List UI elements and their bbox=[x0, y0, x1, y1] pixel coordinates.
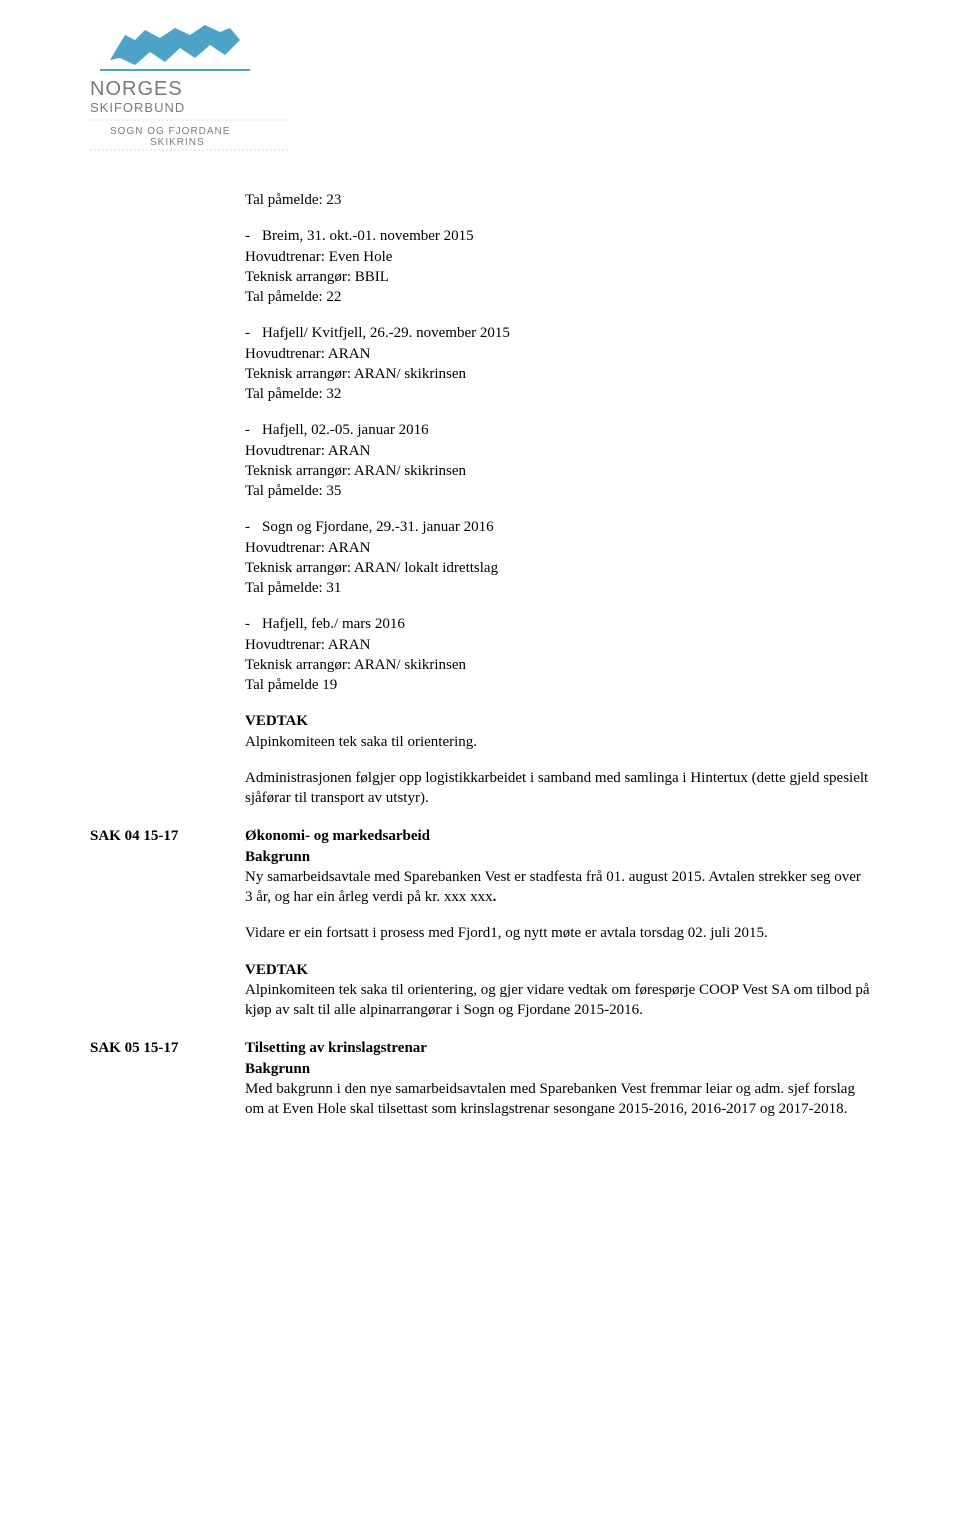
s4-bullet: Hafjell, 02.-05. januar 2016 bbox=[262, 420, 429, 440]
sak-04-p1b: . bbox=[493, 889, 497, 905]
s3-l4: Tal påmelde: 32 bbox=[245, 384, 870, 404]
sak-04-title: Økonomi- og markedsarbeid bbox=[245, 826, 870, 846]
sak-05-title: Tilsetting av krinslagstrenar bbox=[245, 1038, 870, 1058]
sak-04-bakgrunn-label: Bakgrunn bbox=[245, 847, 870, 867]
vedtak-label-1: VEDTAK bbox=[245, 711, 870, 731]
content-block-1: Tal påmelde: 23 -Breim, 31. okt.-01. nov… bbox=[90, 190, 870, 808]
s2-l2: Hovudtrenar: Even Hole bbox=[245, 247, 870, 267]
sak-05-p1: Med bakgrunn i den nye samarbeidsavtalen… bbox=[245, 1079, 870, 1120]
admin-text: Administrasjonen følgjer opp logistikkar… bbox=[245, 768, 870, 809]
sak-04-row: SAK 04 15-17 Økonomi- og markedsarbeid B… bbox=[90, 826, 870, 1020]
logo-line4: SKIKRINS bbox=[150, 137, 205, 148]
bullet-mark: - bbox=[245, 517, 262, 537]
s3-l3: Teknisk arrangør: ARAN/ skikrinsen bbox=[245, 364, 870, 384]
s5-bullet: Sogn og Fjordane, 29.-31. januar 2016 bbox=[262, 517, 494, 537]
vedtak-text-1: Alpinkomiteen tek saka til orientering. bbox=[245, 732, 870, 752]
s4-l2: Hovudtrenar: ARAN bbox=[245, 441, 870, 461]
logo-line1: NORGES bbox=[90, 78, 183, 100]
sak-04-p1: Ny samarbeidsavtale med Sparebanken Vest… bbox=[245, 867, 870, 908]
bullet-mark: - bbox=[245, 420, 262, 440]
sak-05-id: SAK 05 15-17 bbox=[90, 1038, 245, 1119]
s6-l2: Hovudtrenar: ARAN bbox=[245, 635, 870, 655]
sak-05-row: SAK 05 15-17 Tilsetting av krinslagstren… bbox=[90, 1038, 870, 1119]
sak-04-p1a: Ny samarbeidsavtale med Sparebanken Vest… bbox=[245, 869, 861, 905]
bullet-mark: - bbox=[245, 323, 262, 343]
bullet-mark: - bbox=[245, 226, 262, 246]
sak-04-vedtak-text: Alpinkomiteen tek saka til orientering, … bbox=[245, 980, 870, 1021]
s5-l3: Teknisk arrangør: ARAN/ lokalt idrettsla… bbox=[245, 558, 870, 578]
logo: NORGES SKIFORBUND SOGN OG FJORDANE SKIKR… bbox=[90, 20, 870, 160]
s4-l4: Tal påmelde: 35 bbox=[245, 481, 870, 501]
s4-l3: Teknisk arrangør: ARAN/ skikrinsen bbox=[245, 461, 870, 481]
s6-l4: Tal påmelde 19 bbox=[245, 675, 870, 695]
s6-bullet: Hafjell, feb./ mars 2016 bbox=[262, 614, 405, 634]
s5-l4: Tal påmelde: 31 bbox=[245, 578, 870, 598]
s3-bullet: Hafjell/ Kvitfjell, 26.-29. november 201… bbox=[262, 323, 510, 343]
s2-l4: Tal påmelde: 22 bbox=[245, 287, 870, 307]
s1-l1: Tal påmelde: 23 bbox=[245, 190, 870, 210]
s2-l3: Teknisk arrangør: BBIL bbox=[245, 267, 870, 287]
sak-04-vedtak-label: VEDTAK bbox=[245, 960, 870, 980]
sak-04-id: SAK 04 15-17 bbox=[90, 826, 245, 1020]
s5-l2: Hovudtrenar: ARAN bbox=[245, 538, 870, 558]
logo-line3: SOGN OG FJORDANE bbox=[110, 126, 230, 137]
sak-04-p2: Vidare er ein fortsatt i prosess med Fjo… bbox=[245, 923, 870, 943]
s6-l3: Teknisk arrangør: ARAN/ skikrinsen bbox=[245, 655, 870, 675]
bullet-mark: - bbox=[245, 614, 262, 634]
s3-l2: Hovudtrenar: ARAN bbox=[245, 344, 870, 364]
sak-05-bakgrunn-label: Bakgrunn bbox=[245, 1059, 870, 1079]
logo-line2: SKIFORBUND bbox=[90, 100, 185, 115]
s2-bullet: Breim, 31. okt.-01. november 2015 bbox=[262, 226, 474, 246]
